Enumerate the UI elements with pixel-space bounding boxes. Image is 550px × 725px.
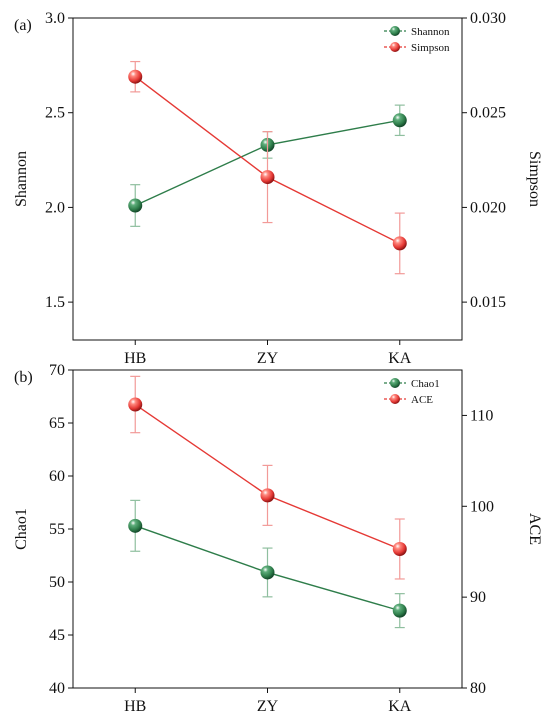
legend-marker: [390, 394, 400, 404]
panel-label: (a): [14, 17, 32, 34]
data-point: [128, 198, 143, 213]
legend-marker: [390, 26, 400, 36]
left-tick-label: 60: [49, 468, 65, 485]
data-point: [128, 69, 143, 84]
data-point: [260, 488, 275, 503]
data-point: [128, 518, 143, 533]
data-point: [392, 113, 407, 128]
series-ace: [128, 375, 407, 580]
x-tick-label: KA: [388, 350, 412, 367]
data-point: [392, 236, 407, 251]
series-simpson: [128, 60, 407, 275]
data-point: [128, 397, 143, 412]
right-tick-label: 0.020: [470, 199, 506, 216]
chart-panel-b: (b) 40 45 50 55 60 65 70 80 90 100 110 HB ZY KA Chao1 AC…: [13, 362, 543, 715]
left-tick-label: 2.5: [45, 105, 65, 122]
legend-label: Shannon: [411, 26, 450, 38]
left-tick-label: 3.0: [45, 10, 65, 27]
x-tick-label: HB: [124, 350, 146, 367]
right-tick-label: 0.015: [470, 294, 506, 311]
right-axis-label: Simpson: [526, 151, 543, 207]
left-tick-label: 65: [49, 415, 65, 432]
left-tick-label: 40: [49, 680, 65, 697]
data-point: [392, 541, 407, 556]
data-point: [392, 603, 407, 618]
series-chao1: [128, 499, 407, 629]
data-point: [260, 565, 275, 580]
right-tick-label: 90: [470, 589, 486, 606]
right-tick-label: 100: [470, 498, 494, 515]
legend-marker: [390, 42, 400, 52]
left-tick-label: 70: [49, 362, 65, 379]
left-tick-label: 1.5: [45, 294, 65, 311]
left-axis-label: Shannon: [13, 151, 30, 207]
x-tick-label: KA: [388, 698, 412, 715]
legend-label: Chao1: [411, 378, 440, 390]
right-tick-label: 0.025: [470, 105, 506, 122]
x-tick-label: HB: [124, 698, 146, 715]
right-tick-label: 0.030: [470, 10, 506, 27]
legend-marker: [390, 378, 400, 388]
legend-label: Simpson: [411, 42, 450, 54]
left-tick-label: 45: [49, 627, 65, 644]
right-axis-label: ACE: [526, 513, 543, 545]
left-tick-label: 55: [49, 521, 65, 538]
data-point: [260, 170, 275, 185]
legend-label: ACE: [411, 394, 433, 406]
right-tick-label: 80: [470, 680, 486, 697]
right-tick-label: 110: [470, 407, 493, 424]
chart-panel-a: (a) 1.5 2.0 2.5 3.0 0.015 0.020 0.025 0.030 HB ZY K…: [13, 10, 543, 367]
x-tick-label: ZY: [257, 350, 279, 367]
panel-label: (b): [14, 369, 33, 386]
left-tick-label: 50: [49, 574, 65, 591]
left-tick-label: 2.0: [45, 199, 65, 216]
x-tick-label: ZY: [257, 698, 279, 715]
left-axis-label: Chao1: [13, 508, 30, 550]
